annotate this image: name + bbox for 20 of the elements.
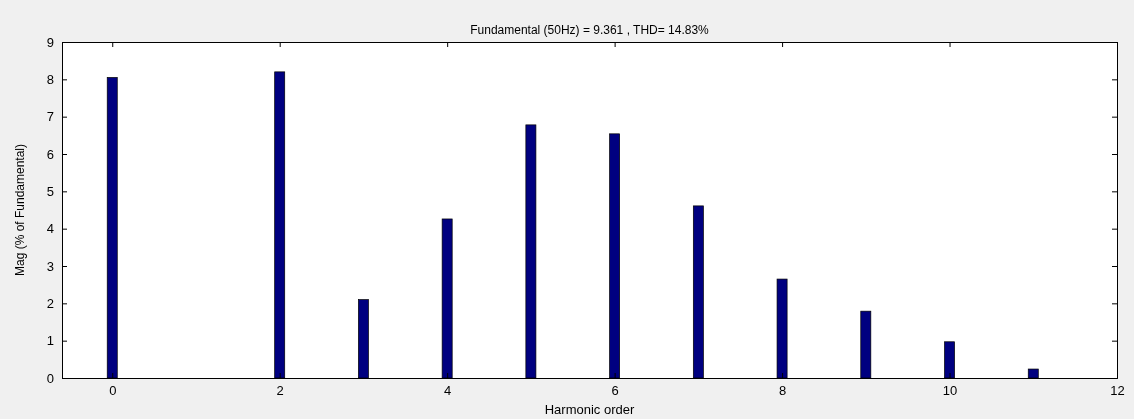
x-axis-title: Harmonic order [544, 402, 635, 417]
y-tick-label: 3 [46, 258, 54, 274]
y-tick-label: 0 [46, 370, 54, 386]
chart-title: Fundamental (50Hz) = 9.361 , THD= 14.83% [470, 23, 710, 37]
y-axis-title: Mag (% of Fundamental) [13, 143, 27, 277]
y-tick-label: 9 [46, 34, 54, 50]
y-tick-label: 6 [46, 146, 54, 162]
y-tick-label: 7 [46, 109, 54, 125]
y-tick-label: 8 [46, 71, 54, 87]
y-tick-label: 1 [46, 333, 54, 349]
x-tick-label: 2 [276, 383, 284, 399]
x-tick-label: 6 [611, 383, 619, 399]
x-tick-label: 12 [1110, 383, 1125, 399]
y-tick-label: 2 [46, 295, 54, 311]
y-tick-label: 5 [46, 183, 54, 199]
x-tick-label: 8 [778, 383, 787, 399]
x-tick-label: 0 [109, 383, 117, 399]
x-tick-label: 4 [444, 383, 452, 399]
y-tick-label: 4 [46, 221, 54, 237]
x-tick-label: 10 [942, 383, 958, 399]
